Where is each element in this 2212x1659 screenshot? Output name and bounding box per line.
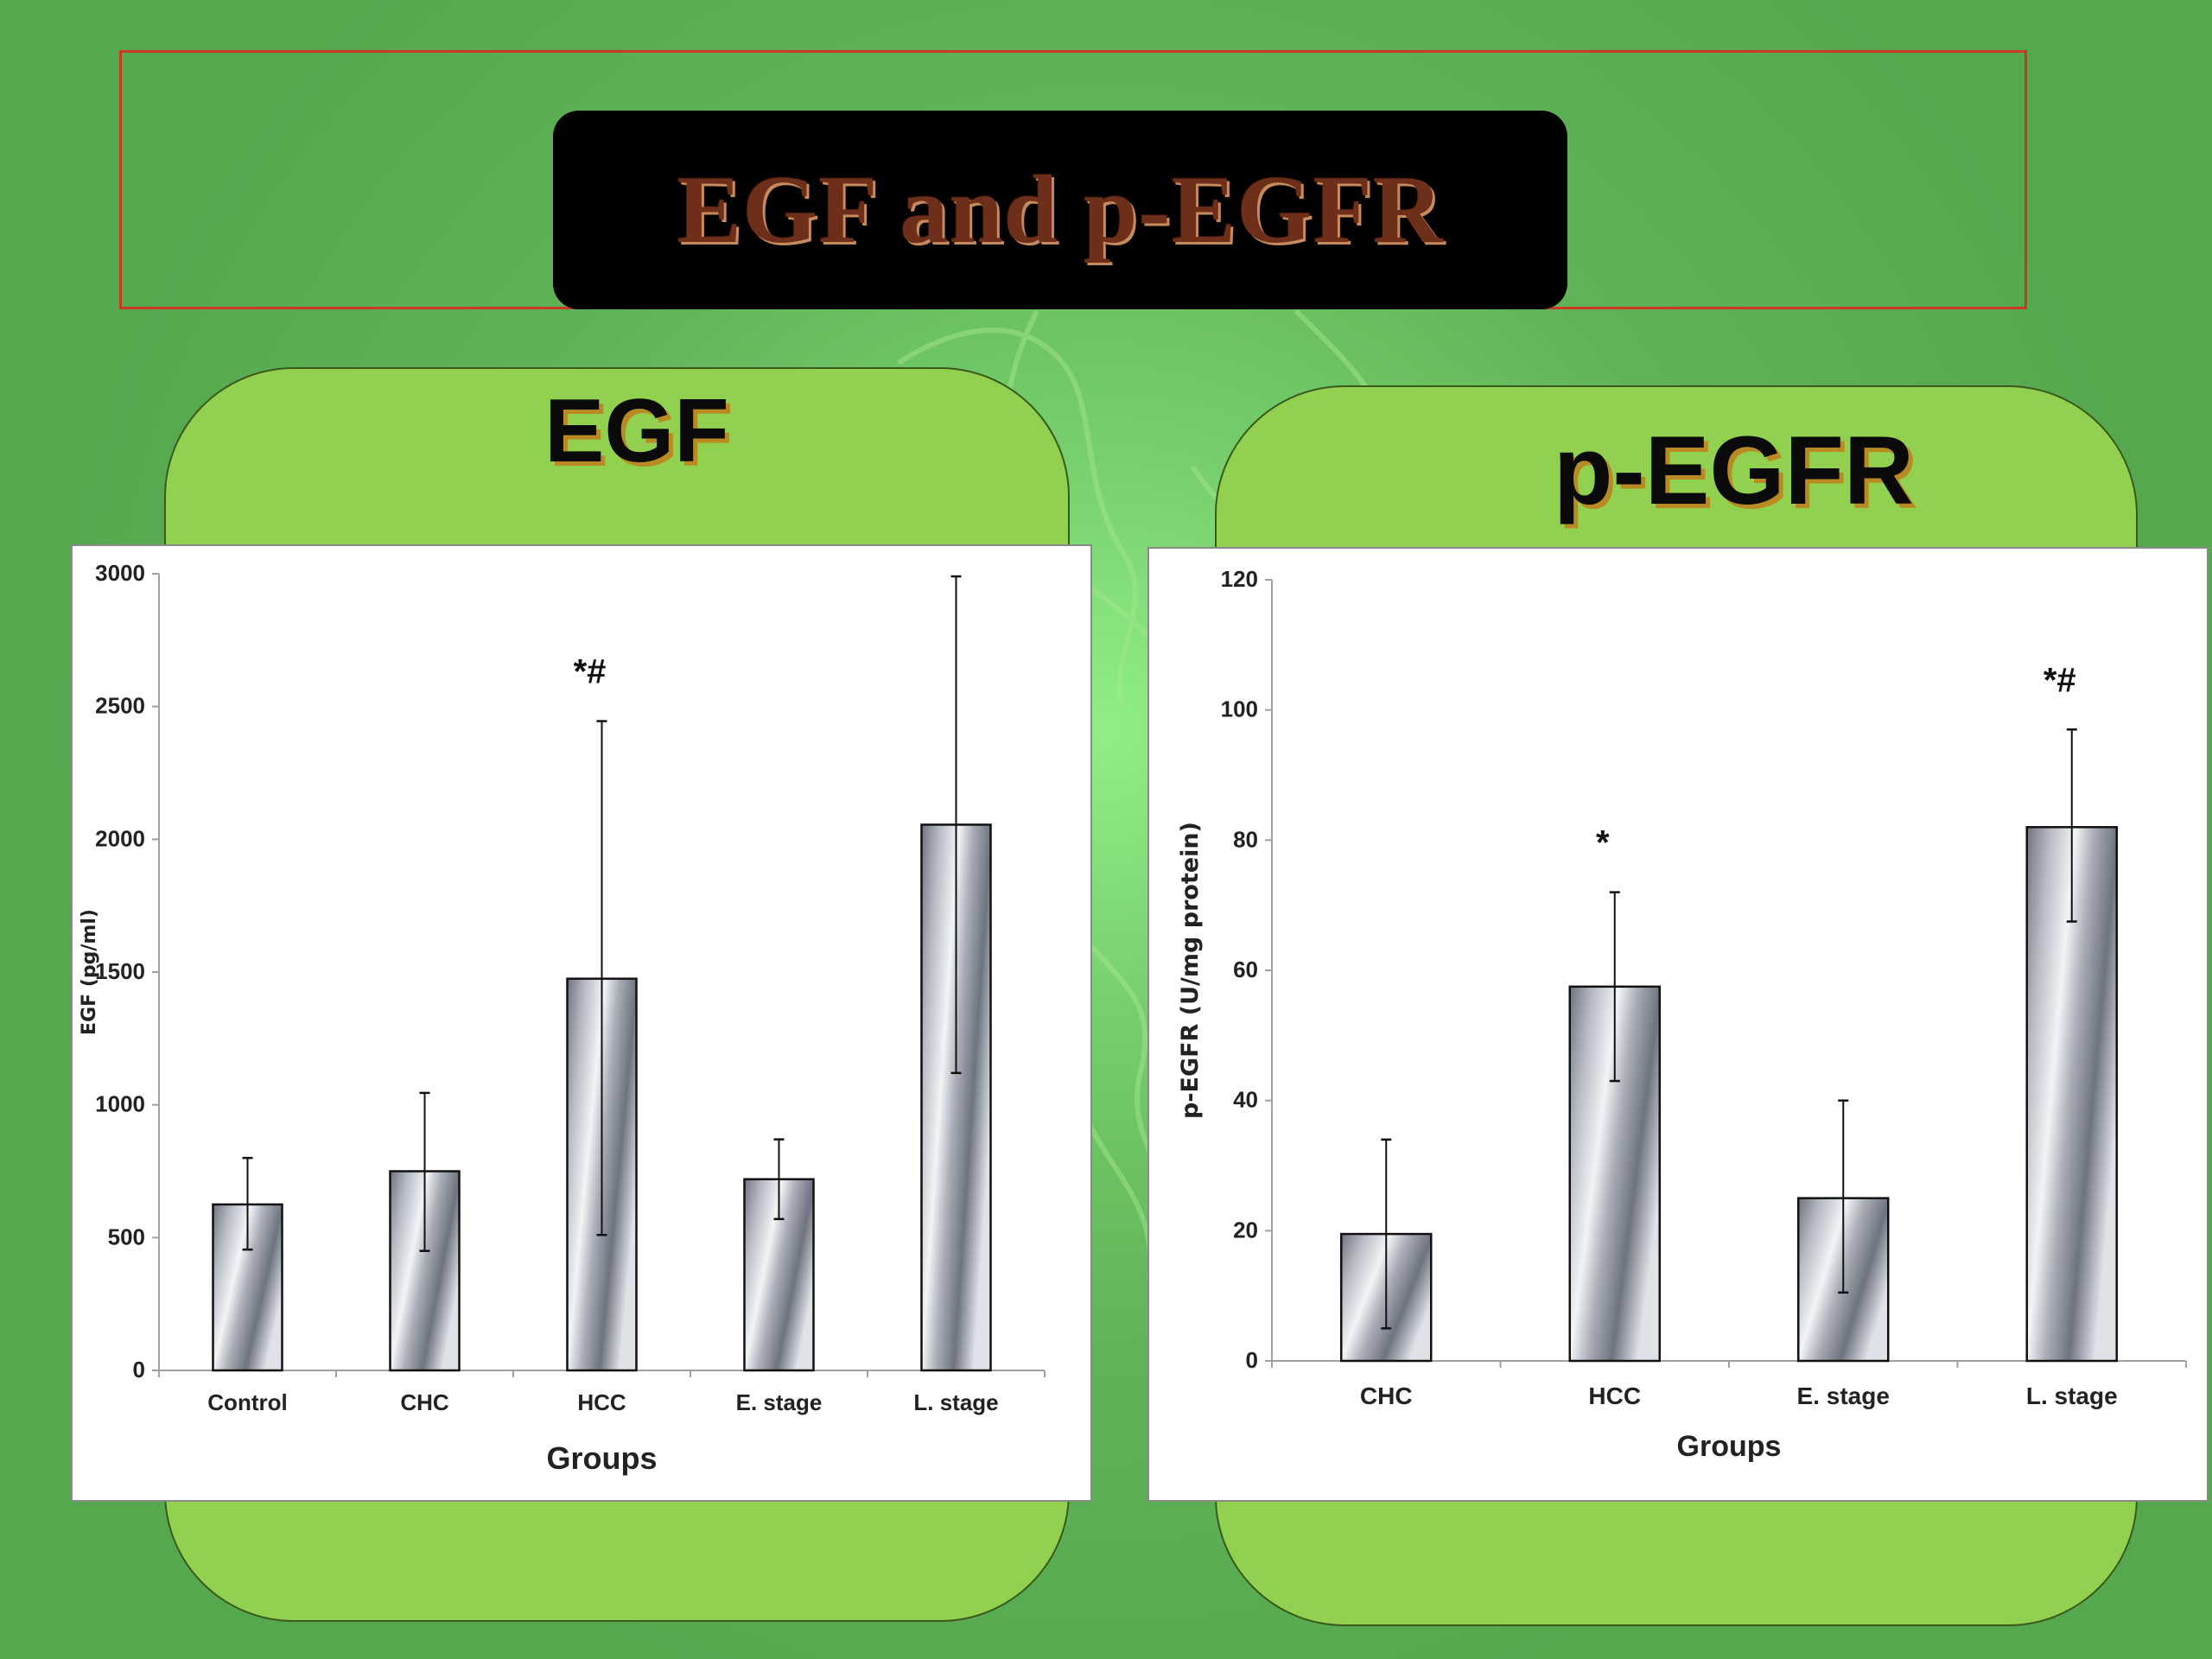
x-tick-label: HCC [577, 1389, 626, 1415]
egf-chart: 0 500 1000 1500 2000 2500 3000 Control CHC *# HCC E… [71, 544, 1092, 1502]
y-tick-label: 100 [1221, 696, 1258, 722]
y-tick-label: 1000 [95, 1091, 145, 1117]
x-tick-label: CHC [1360, 1382, 1413, 1409]
y-tick-label: 40 [1233, 1087, 1258, 1113]
x-tick-label: E. stage [1797, 1382, 1890, 1409]
y-axis-title: p-EGFR (U/mg protein) [1177, 822, 1204, 1119]
x-tick-label: L. stage [913, 1389, 998, 1415]
p-egfr-chart: 0 20 40 60 80 100 120 CHC * HCC E. stage *# L. stage… [1147, 547, 2209, 1502]
significance-annotation: *# [2044, 661, 2076, 699]
y-tick-label: 2500 [95, 693, 145, 719]
egf-panel-title: EGF [544, 381, 729, 481]
y-axis-title: EGF (pg/ml) [79, 909, 100, 1035]
slide-title: EGF and p-EGFR [677, 156, 1444, 264]
y-tick-label: 3000 [95, 560, 145, 586]
x-axis-title: Groups [546, 1440, 657, 1476]
x-tick-label: CHC [400, 1389, 449, 1415]
y-tick-label: 60 [1233, 957, 1258, 982]
y-tick-label: 0 [1246, 1347, 1258, 1373]
y-tick-label: 0 [133, 1357, 145, 1382]
y-tick-label: 500 [108, 1224, 145, 1249]
y-tick-label: 80 [1233, 826, 1258, 852]
y-tick-label: 2000 [95, 825, 145, 851]
x-tick-label: L. stage [2026, 1382, 2118, 1409]
y-tick-label: 120 [1221, 566, 1258, 592]
p-egfr-panel-title: p-EGFR [1554, 416, 1914, 524]
title-box: EGF and p-EGFR [553, 111, 1567, 309]
y-tick-label: 20 [1233, 1217, 1258, 1243]
x-tick-label: Control [207, 1389, 287, 1415]
x-axis-title: Groups [1677, 1430, 1782, 1463]
x-tick-label: E. stage [736, 1389, 823, 1415]
significance-annotation: * [1596, 824, 1610, 862]
significance-annotation: *# [574, 653, 607, 691]
x-tick-label: HCC [1588, 1382, 1641, 1409]
y-tick-label: 1500 [95, 958, 145, 984]
